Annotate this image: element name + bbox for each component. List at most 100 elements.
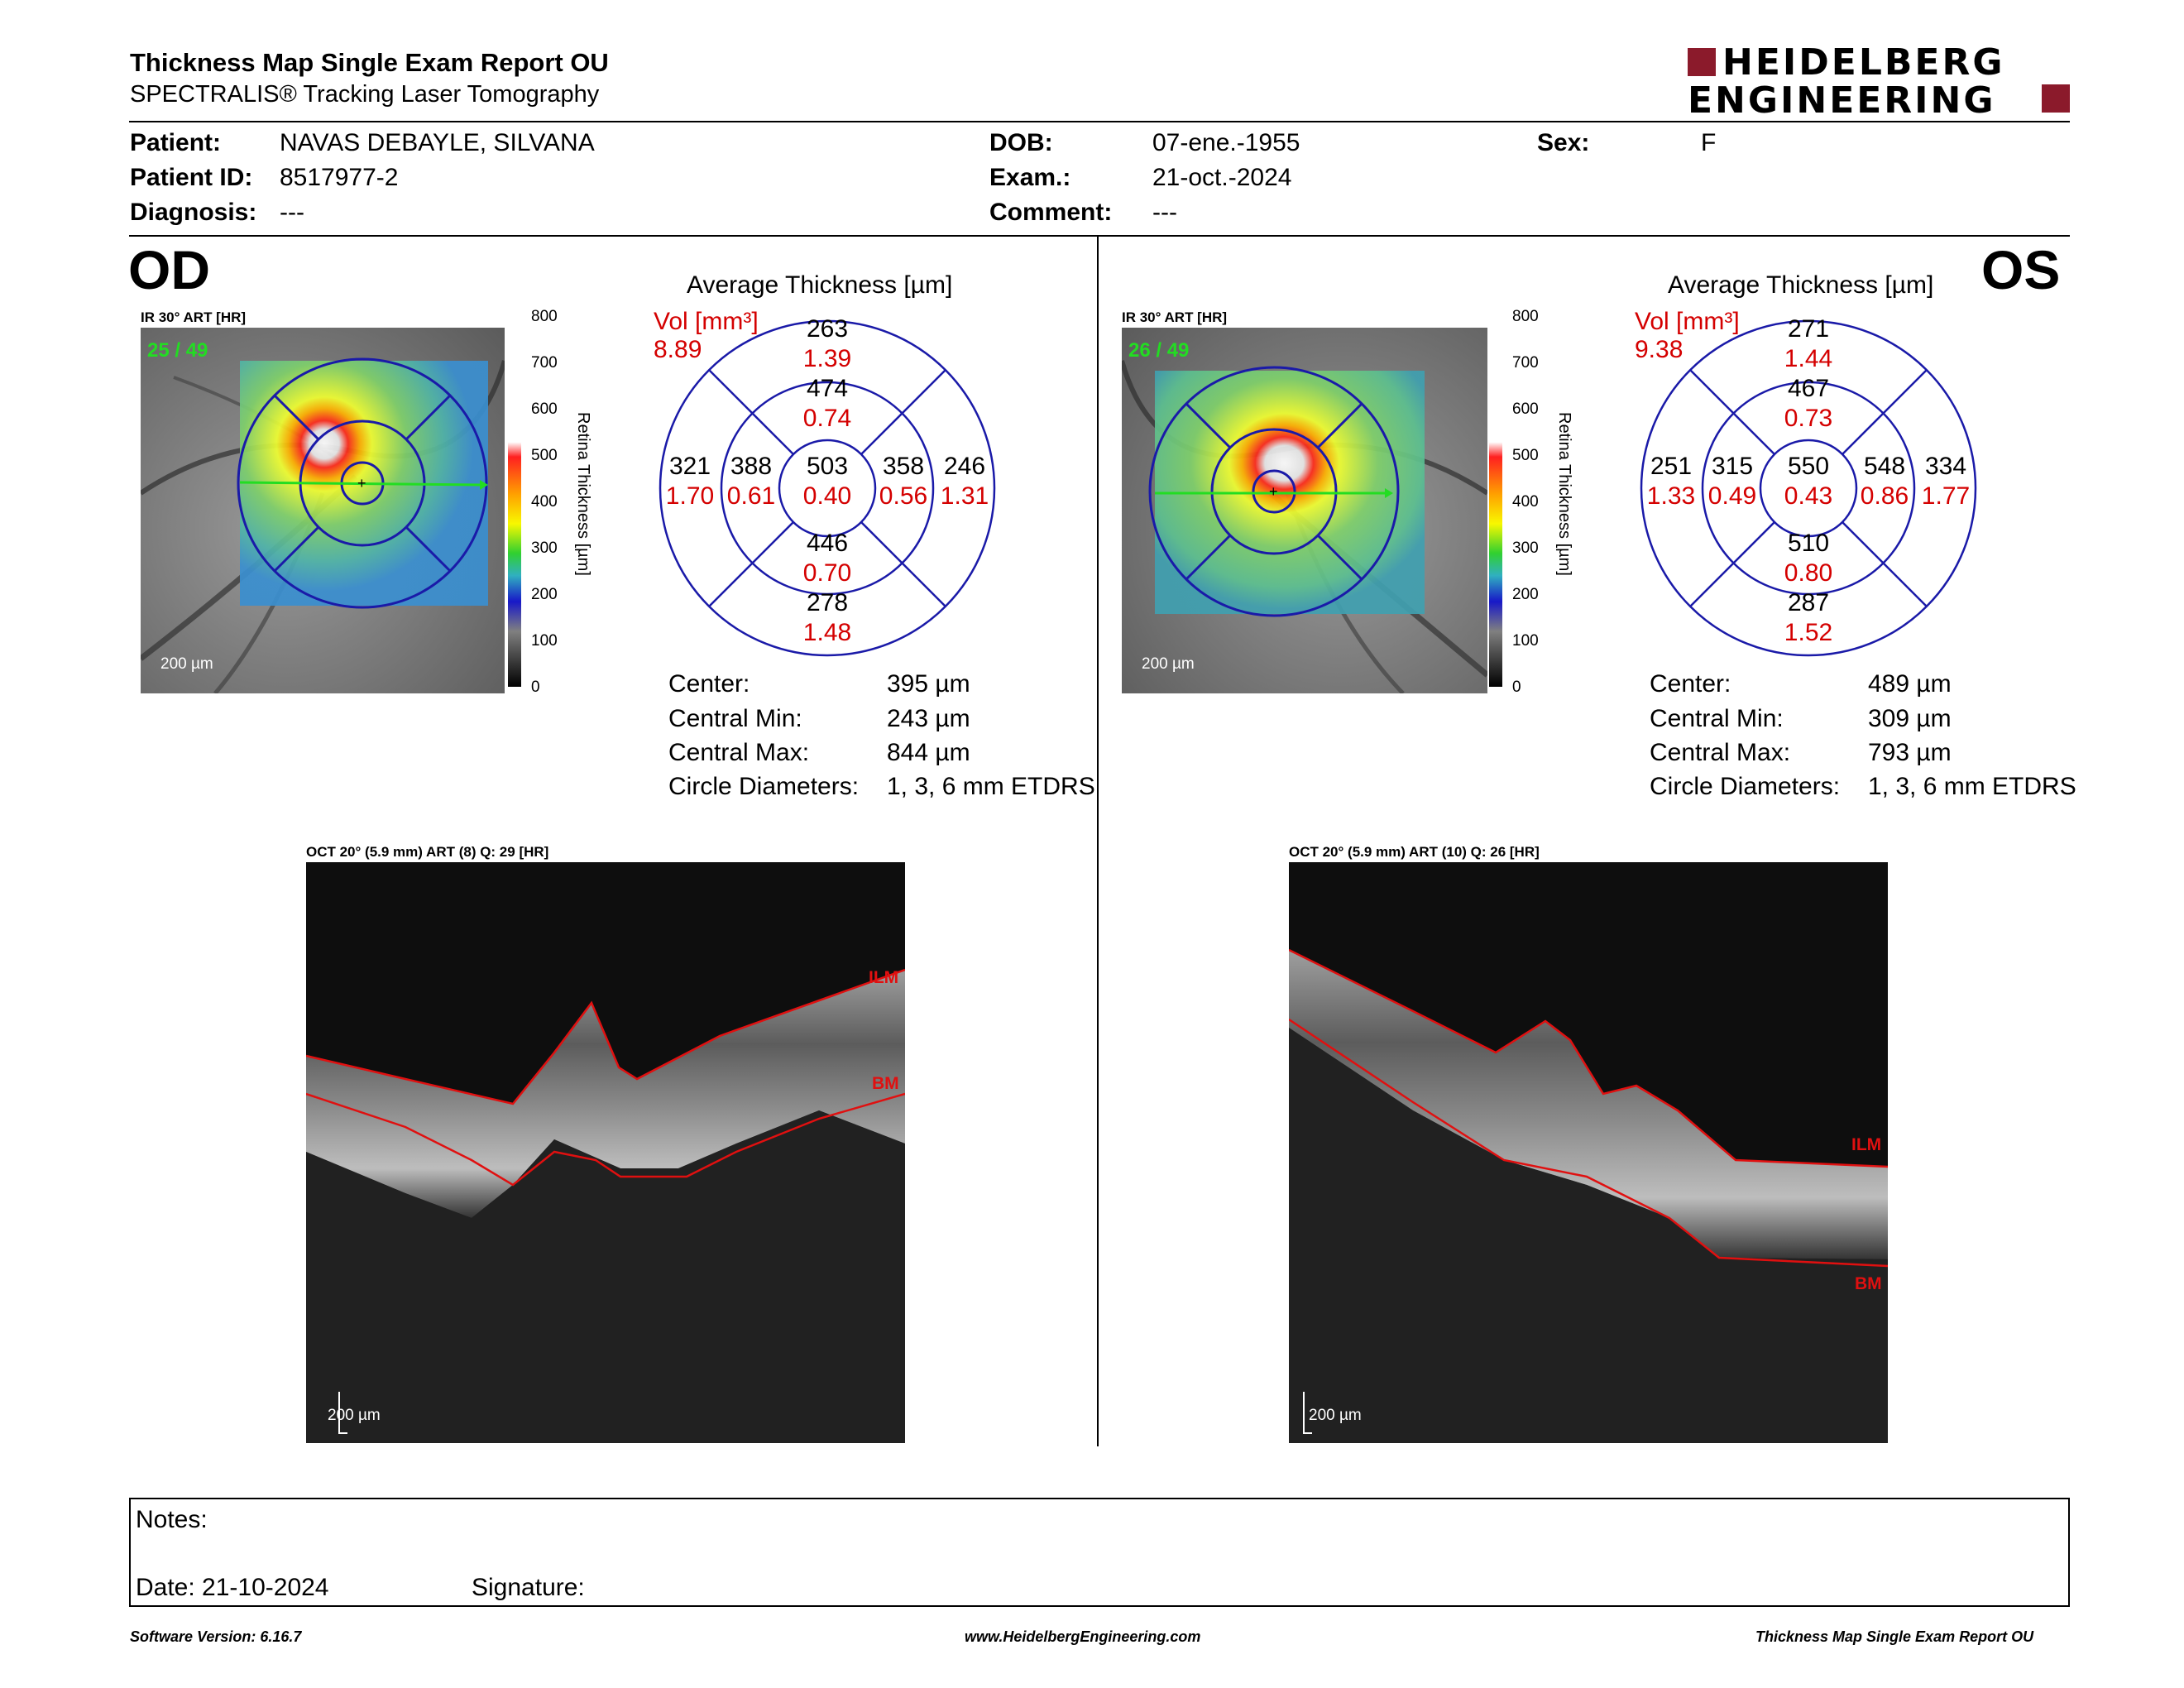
od-min-value: 243 µm	[887, 705, 970, 732]
footer-report-name: Thickness Map Single Exam Report OU	[1755, 1628, 2034, 1645]
software-version: Software Version: 6.16.7	[130, 1628, 302, 1645]
exam-value: 21-oct.-2024	[1152, 164, 1292, 191]
os-scale-tick-700: 700	[1512, 354, 1539, 372]
patient-id-label: Patient ID:	[130, 164, 253, 191]
od-oct-label: OCT 20° (5.9 mm) ART (8) Q: 29 [HR]	[306, 844, 549, 860]
od-scale-tick-400: 400	[531, 493, 558, 511]
os-sector-right-inner-vol: 0.86	[1861, 482, 1909, 510]
report-subtitle: SPECTRALIS® Tracking Laser Tomography	[130, 81, 600, 108]
patient-value: NAVAS DEBAYLE, SILVANA	[280, 129, 595, 156]
os-etdrs-middle-ring	[1701, 381, 1916, 596]
os-sector-bottom-outer-vol: 1.52	[1784, 619, 1832, 646]
od-sector-right-outer-vol: 1.31	[941, 482, 989, 510]
od-sector-center-vol: 0.40	[803, 482, 851, 510]
notes-label: Notes:	[136, 1506, 208, 1533]
os-scale-tick-500: 500	[1512, 447, 1539, 464]
od-diam-value: 1, 3, 6 mm ETDRS	[887, 773, 1095, 800]
os-vol-value: 9.38	[1635, 336, 1684, 363]
od-sector-bottom-outer-vol: 1.48	[803, 619, 851, 646]
os-oct-scan: ILM BM 200 µm	[1289, 862, 1888, 1443]
od-sector-center: 503	[807, 453, 848, 480]
od-etdrs-inner-ring	[778, 439, 877, 538]
dob-value: 07-ene.-1955	[1152, 129, 1300, 156]
eye-divider	[1097, 237, 1099, 1446]
os-scale-tick-300: 300	[1512, 539, 1539, 557]
os-scale-tick-600: 600	[1512, 400, 1539, 418]
diagnosis-label: Diagnosis:	[130, 199, 257, 226]
dob-label: DOB:	[989, 129, 1053, 156]
date-label: Date: 21-10-2024	[136, 1574, 329, 1601]
od-thickness-scale: 800 700 600 500 400 300 200 100 0 Retina…	[508, 309, 599, 697]
od-max-label: Central Max:	[668, 739, 810, 766]
os-sector-top-outer: 271	[1788, 315, 1829, 343]
od-sector-top-outer-vol: 1.39	[803, 345, 851, 372]
od-center-value: 395 µm	[887, 670, 970, 698]
od-fundus-scale: 200 µm	[160, 655, 213, 673]
os-scale-bar	[1489, 316, 1502, 687]
os-sector-right-outer-vol: 1.77	[1922, 482, 1970, 510]
os-thickness-scale: 800 700 600 500 400 300 200 100 0 Retina…	[1489, 309, 1580, 697]
os-scale-tick-100: 100	[1512, 632, 1539, 650]
os-vol-label: Vol [mm³]	[1635, 308, 1740, 335]
os-avg-title: Average Thickness [µm]	[1668, 271, 1934, 299]
os-sector-bottom-inner: 510	[1788, 530, 1829, 557]
od-sector-bottom-inner: 446	[807, 530, 848, 557]
od-sector-left-inner: 388	[730, 453, 772, 480]
od-fundus-svg: +	[141, 328, 505, 693]
exam-label: Exam.:	[989, 164, 1071, 191]
svg-text:+: +	[1269, 483, 1278, 500]
od-oct-svg	[306, 968, 905, 1443]
os-oct-scale: 200 µm	[1309, 1407, 1362, 1424]
signature-label: Signature:	[472, 1574, 585, 1601]
os-sector-left-inner: 315	[1712, 453, 1753, 480]
od-sector-bottom-outer: 278	[807, 589, 848, 616]
od-vol-label: Vol [mm³]	[654, 308, 759, 335]
os-fundus-svg: +	[1122, 328, 1487, 693]
od-oct-scan: ILM BM 200 µm	[306, 862, 905, 1443]
os-scale-title: Retina Thickness [µm]	[1555, 412, 1573, 576]
os-fundus-image: + 26 / 49 200 µm	[1122, 328, 1487, 693]
sex-value: F	[1701, 129, 1717, 156]
patient-label: Patient:	[130, 129, 222, 156]
od-scale-tick-600: 600	[531, 400, 558, 418]
od-fundus-image: + 25 / 49 200 µm	[141, 328, 505, 693]
od-sector-top-outer: 263	[807, 315, 848, 343]
od-min-label: Central Min:	[668, 705, 802, 732]
od-sector-left-outer-vol: 1.70	[666, 482, 714, 510]
os-sector-bottom-outer: 287	[1788, 589, 1829, 616]
os-etdrs-outer-ring	[1640, 319, 1977, 657]
os-oct-label: OCT 20° (5.9 mm) ART (10) Q: 26 [HR]	[1289, 844, 1540, 860]
od-ilm-label: ILM	[869, 968, 899, 987]
report-title: Thickness Map Single Exam Report OU	[130, 48, 609, 77]
od-sector-left-inner-vol: 0.61	[727, 482, 775, 510]
od-frame-count: 25 / 49	[147, 339, 208, 362]
os-ilm-label: ILM	[1851, 1135, 1882, 1154]
os-scale-tick-0: 0	[1512, 679, 1521, 696]
od-avg-title: Average Thickness [µm]	[687, 271, 953, 299]
od-sector-bottom-inner-vol: 0.70	[803, 559, 851, 587]
patient-id-value: 8517977-2	[280, 164, 399, 191]
os-sector-right-inner: 548	[1864, 453, 1905, 480]
od-bm-label: BM	[872, 1074, 899, 1093]
od-scale-tick-300: 300	[531, 539, 558, 557]
os-bm-label: BM	[1855, 1274, 1882, 1293]
svg-text:+: +	[357, 475, 366, 492]
os-fundus-scale: 200 µm	[1142, 655, 1195, 673]
header-rule	[129, 121, 2070, 122]
os-sector-center: 550	[1788, 453, 1829, 480]
website-link[interactable]: www.HeidelbergEngineering.com	[965, 1628, 1201, 1645]
os-etdrs-inner-ring	[1759, 439, 1858, 538]
od-eye-label: OD	[128, 239, 210, 300]
od-scale-tick-0: 0	[531, 679, 540, 696]
os-center-label: Center:	[1650, 670, 1731, 698]
os-ir-label: IR 30° ART [HR]	[1122, 309, 1228, 325]
od-max-value: 844 µm	[887, 739, 970, 766]
os-max-value: 793 µm	[1868, 739, 1952, 766]
od-sector-right-inner-vol: 0.56	[879, 482, 927, 510]
notes-box: Notes: Date: 21-10-2024 Signature:	[129, 1498, 2070, 1607]
od-sector-right-inner: 358	[883, 453, 924, 480]
patient-rule	[129, 235, 2070, 237]
os-sector-top-inner: 467	[1788, 375, 1829, 402]
os-max-label: Central Max:	[1650, 739, 1791, 766]
